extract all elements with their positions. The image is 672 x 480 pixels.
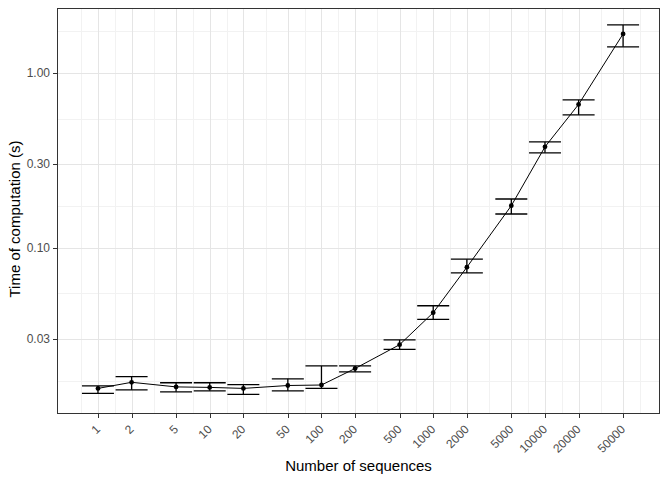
x-tick-label: 50: [274, 422, 294, 442]
data-point: [174, 385, 179, 390]
data-point: [621, 32, 626, 37]
x-tick-label: 5000: [488, 422, 517, 451]
data-point: [576, 102, 581, 107]
data-point: [431, 310, 436, 315]
data-point: [129, 380, 134, 385]
data-point: [353, 366, 358, 371]
x-tick-label: 50000: [595, 422, 629, 456]
x-tick-label: 500: [381, 422, 405, 446]
x-tick-label: 20000: [550, 422, 584, 456]
ggplot-figure: 1 2 5 10 20 50 100 200 50010002000 50001000020000…: [0, 0, 672, 480]
x-tick-label: 2000: [443, 422, 472, 451]
x-tick-label: 10000: [517, 422, 551, 456]
x-axis-title: Number of sequences: [57, 457, 660, 474]
data-point: [285, 383, 290, 388]
data-point: [543, 144, 548, 149]
data-point: [241, 386, 246, 391]
y-axis-title: Time of computation (s): [6, 141, 23, 298]
data-point: [207, 385, 212, 390]
x-tick-label: 100: [303, 422, 327, 446]
data-point: [465, 265, 470, 270]
x-tick-label: 1000: [410, 422, 439, 451]
y-tick-label: 0.03: [27, 332, 51, 346]
x-tick-label: 2: [122, 422, 137, 437]
y-tick-label: 1.00: [27, 66, 51, 80]
y-tick-label: 0.30: [27, 157, 51, 171]
chart-svg: 1 2 5 10 20 50 100 200 50010002000 50001000020000…: [0, 0, 672, 480]
data-point: [509, 203, 514, 208]
x-tick-label: 10: [195, 422, 215, 442]
y-tick-label: 0.10: [27, 241, 51, 255]
data-point: [96, 386, 101, 391]
x-tick-label: 200: [336, 422, 360, 446]
data-point: [397, 342, 402, 347]
x-tick-label: 20: [229, 422, 249, 442]
data-point: [319, 383, 324, 388]
x-tick-label: 5: [167, 422, 182, 437]
x-tick-label: 1: [88, 422, 103, 437]
plot-panel: [57, 8, 660, 414]
